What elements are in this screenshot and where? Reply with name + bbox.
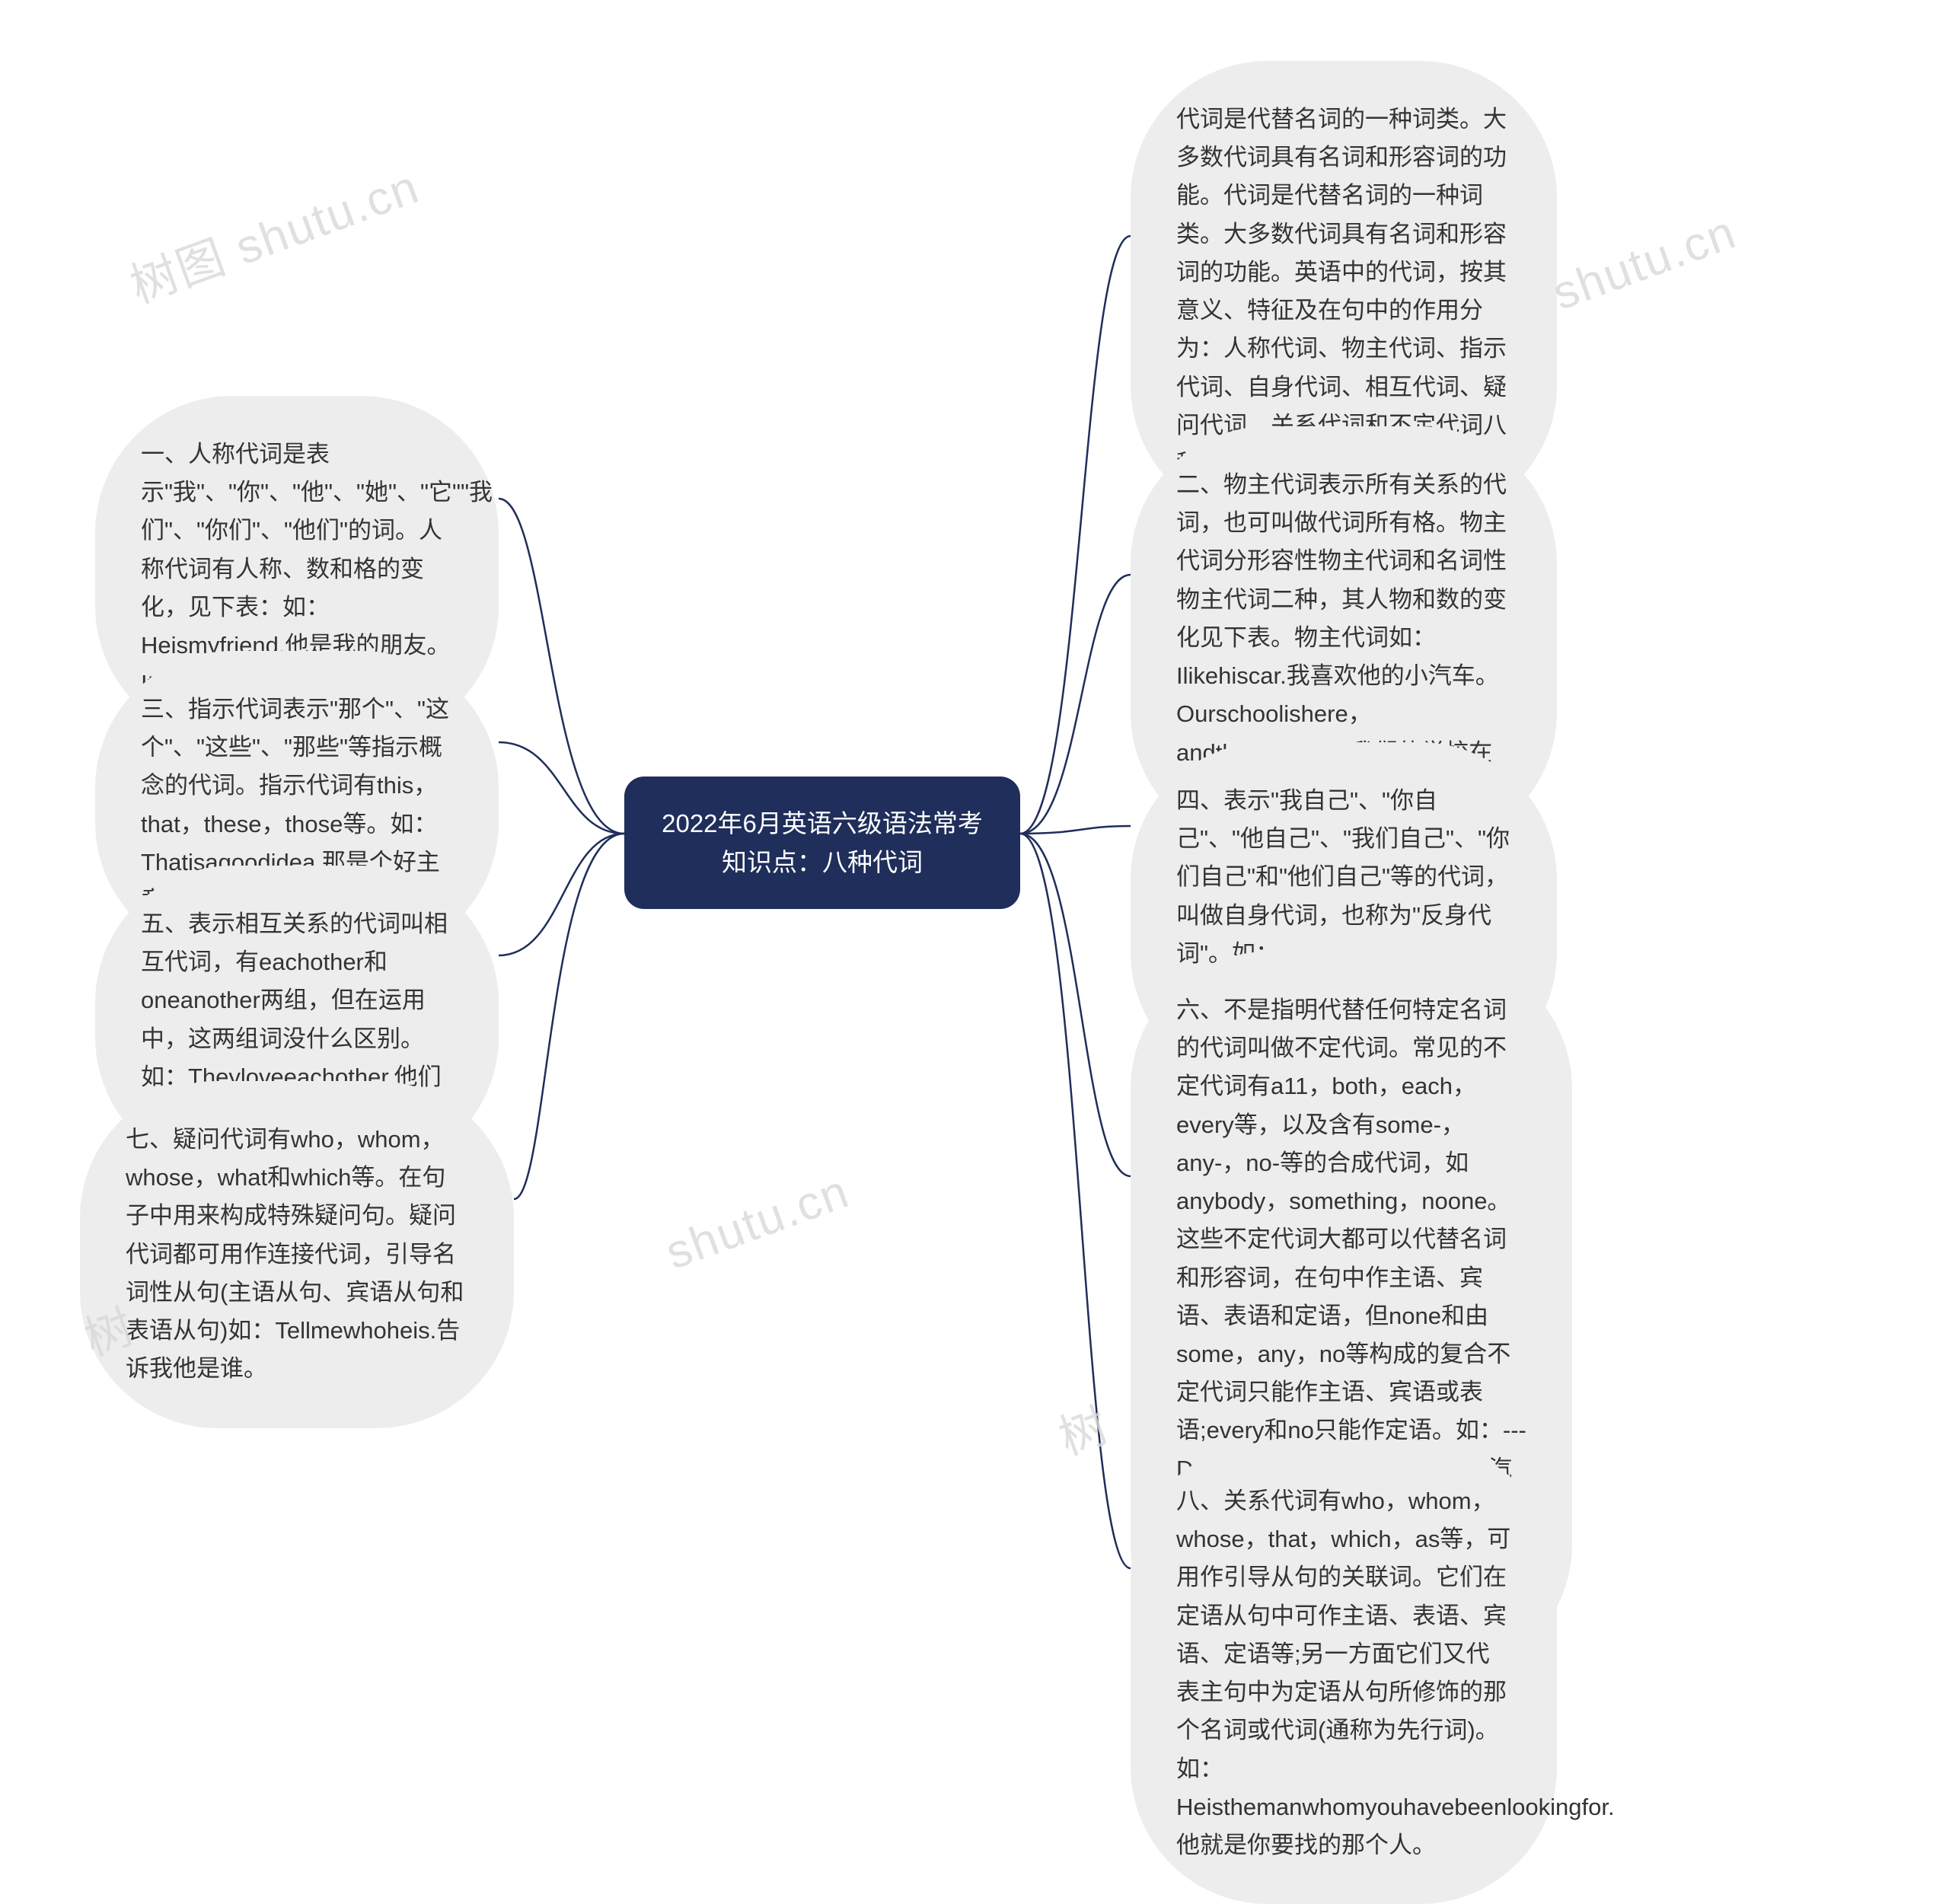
- edge-l3: [499, 742, 624, 834]
- edge-r4: [1020, 826, 1131, 834]
- center-node: 2022年6月英语六级语法常考知识点：八种代词: [624, 777, 1020, 909]
- edge-r8: [1020, 834, 1131, 1568]
- leaf-node-r8: 八、关系代词有who，whom，whose，that，which，as等，可用作…: [1131, 1443, 1557, 1904]
- watermark: 树图 shutu.cn: [120, 148, 427, 317]
- edge-r2: [1020, 575, 1131, 834]
- edge-l7: [514, 834, 624, 1199]
- watermark: 树: [1048, 1387, 1118, 1468]
- edge-l5: [499, 834, 624, 955]
- edge-r6: [1020, 834, 1131, 1176]
- edge-l1: [499, 499, 624, 834]
- leaf-node-l7: 七、疑问代词有who，whom，whose，what和which等。在句子中用来…: [80, 1081, 514, 1428]
- watermark: shutu.cn: [1545, 205, 1743, 321]
- edge-r0: [1020, 236, 1131, 834]
- watermark: shutu.cn: [659, 1164, 856, 1280]
